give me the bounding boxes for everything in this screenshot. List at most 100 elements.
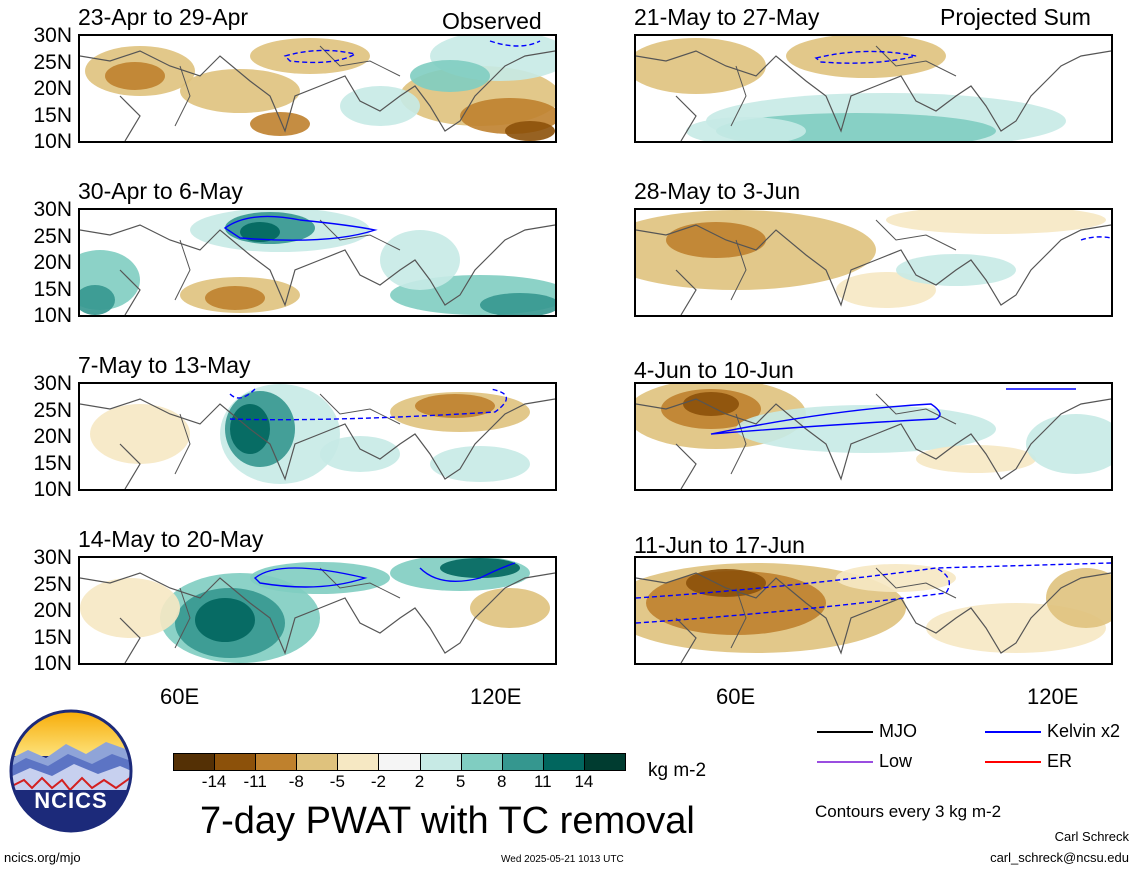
coastline: [636, 50, 1111, 133]
map-panel-1: [78, 34, 557, 143]
panel-2-tag: Projected Sum: [940, 4, 1091, 30]
coastline: [119, 95, 141, 141]
anomaly-shading: [836, 564, 956, 592]
kelvin-contour: [229, 388, 256, 399]
lon-label-120e-left: 120E: [470, 684, 522, 709]
colorbar-tick-label: -11: [243, 772, 267, 791]
anomaly-shading: [195, 598, 255, 642]
lat-label: 30N: [33, 372, 72, 395]
colorbar-cell: [296, 753, 339, 771]
anomaly-shading: [240, 222, 280, 242]
map-panel-3: [78, 208, 557, 317]
ncics-logo-text: NCICS: [34, 788, 108, 813]
kelvin-contour: [489, 40, 541, 47]
anomaly-shading: [916, 445, 1036, 473]
border-line: [174, 239, 191, 301]
kelvin-contour: [710, 403, 941, 435]
lat-label: 20N: [33, 425, 72, 448]
colorbar: [173, 753, 626, 771]
panel-8-title: 11-Jun to 17-Jun: [634, 532, 805, 558]
anomaly-shading: [470, 588, 550, 628]
anomaly-shading: [340, 86, 420, 126]
border-line: [875, 393, 957, 425]
kelvin-contour: [229, 388, 507, 421]
legend-lines: [817, 731, 1041, 763]
border-line: [174, 65, 191, 127]
map-panel-6: [634, 382, 1113, 491]
lat-label: 30N: [33, 198, 72, 221]
map-panel-8: [634, 556, 1113, 665]
lat-label: 20N: [33, 599, 72, 622]
map-panel-4: [634, 208, 1113, 317]
kelvin-contour: [1080, 236, 1111, 241]
panel-1-tag: Observed: [442, 8, 542, 34]
border-line: [319, 45, 401, 77]
anomaly-shading: [105, 62, 165, 90]
lat-label: 15N: [33, 626, 72, 649]
anomaly-shading: [440, 558, 520, 578]
footer-url: ncics.org/mjo: [4, 850, 81, 865]
legend-label-kelvin: Kelvin x2: [1047, 721, 1121, 741]
anomaly-shading: [1046, 568, 1111, 628]
lat-label: 25N: [33, 51, 72, 74]
colorbar-tick-label: -14: [201, 772, 227, 791]
border-line: [319, 567, 401, 599]
border-line: [174, 587, 191, 649]
anomaly-shading: [786, 36, 946, 78]
anomaly-shading: [250, 562, 390, 594]
colorbar-tick-label: 2: [414, 772, 425, 791]
map-panel-7: [78, 556, 557, 665]
anomaly-shading: [1026, 414, 1111, 474]
border-line: [174, 413, 191, 475]
footer-email: carl_schreck@ncsu.edu: [990, 850, 1129, 865]
anomaly-shading: [430, 446, 530, 482]
ncics-logo: NCICS: [8, 708, 134, 839]
map-panel-5: [78, 382, 557, 491]
anomaly-shading: [410, 60, 490, 92]
anomaly-shading: [250, 112, 310, 136]
anomaly-shading: [686, 569, 766, 597]
kelvin-contour: [253, 567, 368, 588]
map-svg: [636, 210, 1111, 315]
coastline: [675, 269, 697, 315]
coastline: [80, 398, 555, 481]
panel-5-title: 7-May to 13-May: [78, 352, 251, 378]
coastline: [119, 443, 141, 489]
kelvin-contour: [283, 49, 357, 64]
map-svg: [636, 36, 1111, 141]
anomaly-shading: [686, 117, 806, 141]
contours-note: Contours every 3 kg m-2: [815, 802, 1002, 821]
border-line: [730, 413, 747, 475]
lat-label: 10N: [33, 478, 72, 501]
border-line: [875, 567, 957, 599]
coastline: [119, 269, 141, 315]
colorbar-cell: [583, 753, 626, 771]
ncics-logo-icon: [9, 709, 133, 833]
legend-label-mjo: MJO: [879, 721, 917, 741]
lat-label: 15N: [33, 278, 72, 301]
colorbar-tick-label: 5: [455, 772, 466, 791]
colorbar-cell: [419, 753, 462, 771]
colorbar-cell: [214, 753, 257, 771]
anomaly-shading: [415, 394, 495, 418]
colorbar-cell: [460, 753, 503, 771]
lat-label: 20N: [33, 251, 72, 274]
lat-label: 20N: [33, 77, 72, 100]
coastline: [80, 224, 555, 307]
anomaly-shading: [886, 210, 1106, 234]
anomaly-shading: [80, 285, 115, 315]
anomaly-shading: [180, 69, 300, 113]
anomaly-shading: [80, 578, 180, 638]
coastline: [675, 95, 697, 141]
colorbar-tick-label: 14: [574, 772, 594, 791]
colorbar-cell: [173, 753, 216, 771]
map-svg: [80, 36, 555, 141]
contour-legend: MJO Kelvin x2 Low ER: [815, 720, 1135, 790]
anomaly-shading: [205, 286, 265, 310]
lat-label: 10N: [33, 652, 72, 675]
anomaly-shading: [380, 230, 460, 290]
panel-6-title: 4-Jun to 10-Jun: [634, 357, 794, 383]
colorbar-tick-label: -5: [329, 772, 345, 791]
border-line: [319, 393, 401, 425]
anomaly-shading: [836, 272, 936, 308]
